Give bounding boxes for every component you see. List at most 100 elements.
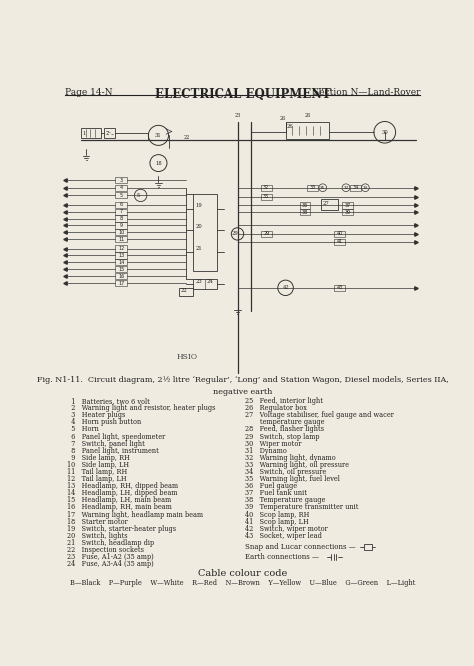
Text: 30   Wiper motor: 30 Wiper motor xyxy=(245,440,302,448)
Text: 3   Heater plugs: 3 Heater plugs xyxy=(67,412,126,420)
Bar xyxy=(261,194,272,200)
Text: 41: 41 xyxy=(337,239,343,244)
Bar xyxy=(307,184,318,190)
Text: 24: 24 xyxy=(207,279,213,284)
Text: 5: 5 xyxy=(120,193,123,198)
Text: 23: 23 xyxy=(234,113,241,119)
Bar xyxy=(115,184,128,190)
Text: 29: 29 xyxy=(263,231,269,236)
Bar xyxy=(321,199,338,210)
Bar xyxy=(81,128,101,139)
Text: 18   Starter motor: 18 Starter motor xyxy=(67,517,128,525)
Text: 39: 39 xyxy=(345,210,351,215)
Text: 21   Switch, headlamp dip: 21 Switch, headlamp dip xyxy=(67,539,154,547)
Text: 32   Warning light, dynamo: 32 Warning light, dynamo xyxy=(245,454,336,462)
Text: 5: 5 xyxy=(137,193,140,198)
Text: 6: 6 xyxy=(120,202,123,207)
Text: 23: 23 xyxy=(196,279,202,284)
Text: 37   Fuel tank unit: 37 Fuel tank unit xyxy=(245,490,307,498)
Bar xyxy=(115,252,128,258)
Text: 18: 18 xyxy=(155,161,162,166)
Text: 33: 33 xyxy=(363,186,368,190)
Text: 22: 22 xyxy=(184,135,190,140)
Bar xyxy=(300,209,310,215)
Text: 12: 12 xyxy=(118,246,124,251)
Text: 38   Temperature gauge: 38 Temperature gauge xyxy=(245,496,326,504)
Text: 43: 43 xyxy=(337,285,343,290)
Bar xyxy=(350,184,361,190)
Text: 2   Warning light and resistor, heater plugs: 2 Warning light and resistor, heater plu… xyxy=(67,404,216,412)
Text: 31   Dynamo: 31 Dynamo xyxy=(245,447,287,455)
Bar xyxy=(364,544,372,550)
Text: 23   Fuse, A1-A2 (35 amp): 23 Fuse, A1-A2 (35 amp) xyxy=(67,553,154,561)
Bar xyxy=(115,280,128,286)
Text: 31: 31 xyxy=(155,133,161,138)
Text: temperature gauge: temperature gauge xyxy=(245,418,325,426)
Text: Fig. N1-11.  Circuit diagram, 2½ litre ‘Regular’, ‘Long’ and Station Wagon, Dies: Fig. N1-11. Circuit diagram, 2½ litre ‘R… xyxy=(37,376,449,396)
Bar xyxy=(261,231,272,237)
Text: 4: 4 xyxy=(120,185,123,190)
Text: 28   Feed, flasher lights: 28 Feed, flasher lights xyxy=(245,426,324,434)
Text: 27: 27 xyxy=(323,200,329,206)
Text: 9: 9 xyxy=(120,223,123,228)
Text: 12   Tail lamp, LH: 12 Tail lamp, LH xyxy=(67,475,127,483)
Text: 14: 14 xyxy=(118,260,124,265)
Bar xyxy=(115,192,128,198)
Text: 29   Switch, stop lamp: 29 Switch, stop lamp xyxy=(245,433,320,441)
Text: Snap and Lucar connections —: Snap and Lucar connections — xyxy=(245,543,356,551)
Text: Section N—Land-Rover: Section N—Land-Rover xyxy=(313,88,420,97)
Text: 9   Side lamp, RH: 9 Side lamp, RH xyxy=(67,454,130,462)
Bar xyxy=(115,222,128,228)
Text: 7: 7 xyxy=(120,209,123,214)
Text: 29: 29 xyxy=(232,231,238,236)
Bar xyxy=(115,208,128,214)
Text: 35   Warning light, fuel level: 35 Warning light, fuel level xyxy=(245,475,340,483)
Bar xyxy=(115,259,128,266)
Text: 24   Fuse, A3-A4 (35 amp): 24 Fuse, A3-A4 (35 amp) xyxy=(67,560,154,568)
Text: 38: 38 xyxy=(302,210,308,215)
Text: 16: 16 xyxy=(118,274,124,279)
Bar xyxy=(192,194,218,271)
Text: 34   Switch, oil pressure: 34 Switch, oil pressure xyxy=(245,468,327,476)
Text: 8: 8 xyxy=(120,216,123,221)
Bar xyxy=(334,231,345,237)
Text: 22   Inspection sockets: 22 Inspection sockets xyxy=(67,546,144,554)
Text: 35: 35 xyxy=(263,194,269,199)
Text: ELECTRICAL EQUIPMENT: ELECTRICAL EQUIPMENT xyxy=(155,88,331,101)
Text: 17   Warning light, headlamp main beam: 17 Warning light, headlamp main beam xyxy=(67,511,203,519)
Bar xyxy=(115,202,128,208)
Bar xyxy=(115,246,128,252)
Text: 36   Fuel gauge: 36 Fuel gauge xyxy=(245,482,297,490)
Text: Cable colour code: Cable colour code xyxy=(198,569,288,578)
Text: 40: 40 xyxy=(337,231,343,236)
Bar xyxy=(115,229,128,236)
Text: HSIO: HSIO xyxy=(177,353,198,361)
Bar xyxy=(285,123,329,139)
Text: 16   Headlamp, RH, main beam: 16 Headlamp, RH, main beam xyxy=(67,503,172,511)
Bar xyxy=(115,236,128,242)
Text: 5   Horn: 5 Horn xyxy=(67,426,99,434)
Text: 33: 33 xyxy=(310,185,316,190)
Text: 41   Scop lamp, LH: 41 Scop lamp, LH xyxy=(245,517,309,525)
Text: 15: 15 xyxy=(118,267,124,272)
Text: 1: 1 xyxy=(82,131,86,136)
Text: 36: 36 xyxy=(302,203,308,208)
Bar xyxy=(342,209,353,215)
Text: 13   Headlamp, RH, dipped beam: 13 Headlamp, RH, dipped beam xyxy=(67,482,178,490)
Text: 20   Switch, lights: 20 Switch, lights xyxy=(67,531,128,539)
Text: 42: 42 xyxy=(283,285,289,290)
Text: 43   Socket, wiper lead: 43 Socket, wiper lead xyxy=(245,531,322,539)
Bar xyxy=(179,288,193,296)
Text: 13: 13 xyxy=(118,253,124,258)
Text: 34: 34 xyxy=(352,185,358,190)
Text: 32: 32 xyxy=(263,185,269,190)
Text: 19: 19 xyxy=(196,203,202,208)
Text: B—Black    P—Purple    W—White    R—Red    N—Brown    Y—Yellow    U—Blue    G—Gr: B—Black P—Purple W—White R—Red N—Brown Y… xyxy=(70,579,416,587)
Text: 7   Switch, panel light: 7 Switch, panel light xyxy=(67,440,145,448)
Bar xyxy=(115,266,128,272)
Text: 8   Panel light, instrument: 8 Panel light, instrument xyxy=(67,447,159,455)
Text: 2: 2 xyxy=(106,131,109,136)
Text: 14   Headlamp, LH, dipped beam: 14 Headlamp, LH, dipped beam xyxy=(67,490,177,498)
Bar xyxy=(115,215,128,222)
Text: 39   Temperature transmitter unit: 39 Temperature transmitter unit xyxy=(245,503,359,511)
